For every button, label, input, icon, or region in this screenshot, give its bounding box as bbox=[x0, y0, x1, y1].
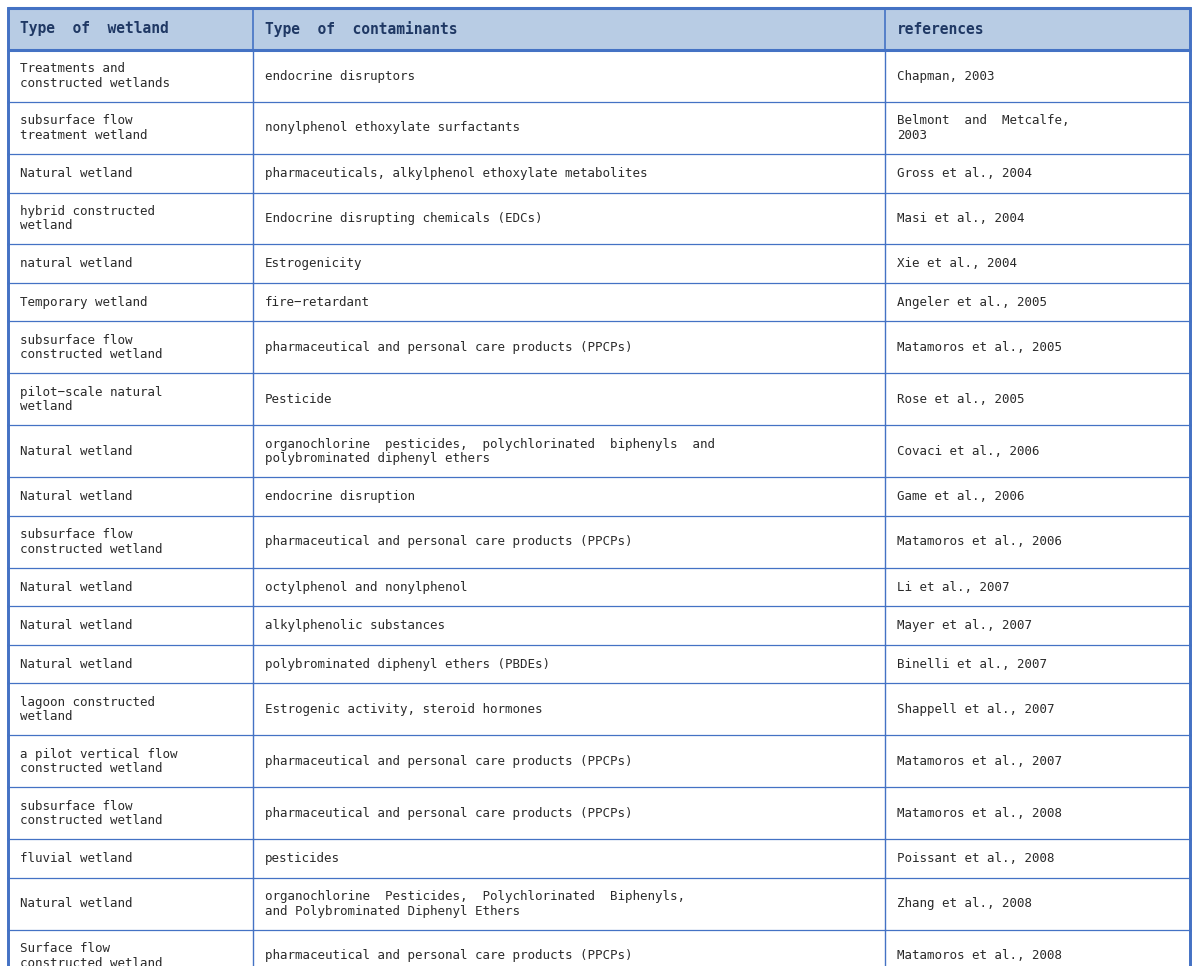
Text: fire−retardant: fire−retardant bbox=[265, 296, 370, 309]
Text: subsurface flow: subsurface flow bbox=[20, 800, 133, 812]
Text: pesticides: pesticides bbox=[265, 852, 340, 866]
Text: pharmaceuticals, alkylphenol ethoxylate metabolites: pharmaceuticals, alkylphenol ethoxylate … bbox=[265, 167, 647, 180]
Text: natural wetland: natural wetland bbox=[20, 257, 133, 270]
Text: wetland: wetland bbox=[20, 400, 73, 413]
Bar bbox=[8, 878, 1190, 930]
Text: Masi et al., 2004: Masi et al., 2004 bbox=[897, 212, 1024, 225]
Text: Treatments and: Treatments and bbox=[20, 62, 125, 75]
Bar bbox=[8, 568, 1190, 607]
Text: pilot−scale natural: pilot−scale natural bbox=[20, 385, 163, 399]
Bar bbox=[8, 192, 1190, 244]
Text: fluvial wetland: fluvial wetland bbox=[20, 852, 133, 866]
Text: Temporary wetland: Temporary wetland bbox=[20, 296, 147, 309]
Text: constructed wetlands: constructed wetlands bbox=[20, 76, 170, 90]
Bar bbox=[8, 374, 1190, 425]
Text: Matamoros et al., 2005: Matamoros et al., 2005 bbox=[897, 341, 1063, 354]
Bar bbox=[8, 787, 1190, 839]
Text: constructed wetland: constructed wetland bbox=[20, 543, 163, 555]
Bar bbox=[8, 50, 1190, 102]
Text: Matamoros et al., 2007: Matamoros et al., 2007 bbox=[897, 755, 1063, 768]
Text: constructed wetland: constructed wetland bbox=[20, 956, 163, 966]
Text: Estrogenic activity, steroid hormones: Estrogenic activity, steroid hormones bbox=[265, 703, 543, 716]
Text: and Polybrominated Diphenyl Ethers: and Polybrominated Diphenyl Ethers bbox=[265, 905, 520, 918]
Text: references: references bbox=[897, 21, 985, 37]
Text: Endocrine disrupting chemicals (EDCs): Endocrine disrupting chemicals (EDCs) bbox=[265, 212, 543, 225]
Text: nonylphenol ethoxylate surfactants: nonylphenol ethoxylate surfactants bbox=[265, 122, 520, 134]
Text: hybrid constructed: hybrid constructed bbox=[20, 205, 155, 217]
Text: octylphenol and nonylphenol: octylphenol and nonylphenol bbox=[265, 581, 467, 594]
Text: wetland: wetland bbox=[20, 710, 73, 724]
Bar bbox=[8, 684, 1190, 735]
Text: Natural wetland: Natural wetland bbox=[20, 619, 133, 633]
Text: subsurface flow: subsurface flow bbox=[20, 528, 133, 541]
Text: Game et al., 2006: Game et al., 2006 bbox=[897, 491, 1024, 503]
Text: Belmont  and  Metcalfe,: Belmont and Metcalfe, bbox=[897, 114, 1070, 128]
Text: pharmaceutical and personal care products (PPCPs): pharmaceutical and personal care product… bbox=[265, 807, 633, 820]
Text: subsurface flow: subsurface flow bbox=[20, 114, 133, 128]
Bar bbox=[8, 244, 1190, 283]
Text: Matamoros et al., 2008: Matamoros et al., 2008 bbox=[897, 950, 1063, 962]
Text: Binelli et al., 2007: Binelli et al., 2007 bbox=[897, 658, 1047, 670]
Bar bbox=[8, 930, 1190, 966]
Text: constructed wetland: constructed wetland bbox=[20, 349, 163, 361]
Bar bbox=[8, 283, 1190, 322]
Text: Estrogenicity: Estrogenicity bbox=[265, 257, 362, 270]
Text: Rose et al., 2005: Rose et al., 2005 bbox=[897, 393, 1024, 406]
Text: pharmaceutical and personal care products (PPCPs): pharmaceutical and personal care product… bbox=[265, 755, 633, 768]
Text: a pilot vertical flow: a pilot vertical flow bbox=[20, 748, 177, 760]
Text: Natural wetland: Natural wetland bbox=[20, 167, 133, 180]
Text: pharmaceutical and personal care products (PPCPs): pharmaceutical and personal care product… bbox=[265, 341, 633, 354]
Text: Natural wetland: Natural wetland bbox=[20, 491, 133, 503]
Text: Matamoros et al., 2008: Matamoros et al., 2008 bbox=[897, 807, 1063, 820]
Text: Natural wetland: Natural wetland bbox=[20, 897, 133, 911]
Bar bbox=[8, 425, 1190, 477]
Text: endocrine disruptors: endocrine disruptors bbox=[265, 70, 415, 82]
Text: polybrominated diphenyl ethers: polybrominated diphenyl ethers bbox=[265, 452, 490, 466]
Text: constructed wetland: constructed wetland bbox=[20, 762, 163, 776]
Text: Zhang et al., 2008: Zhang et al., 2008 bbox=[897, 897, 1031, 911]
Text: Mayer et al., 2007: Mayer et al., 2007 bbox=[897, 619, 1031, 633]
Text: Type  of  contaminants: Type of contaminants bbox=[265, 21, 458, 37]
Bar bbox=[8, 102, 1190, 154]
Text: constructed wetland: constructed wetland bbox=[20, 814, 163, 827]
Text: organochlorine  Pesticides,  Polychlorinated  Biphenyls,: organochlorine Pesticides, Polychlorinat… bbox=[265, 891, 685, 903]
Text: pharmaceutical and personal care products (PPCPs): pharmaceutical and personal care product… bbox=[265, 535, 633, 549]
Text: Type  of  wetland: Type of wetland bbox=[20, 21, 169, 37]
Bar bbox=[8, 8, 1190, 50]
Text: Surface flow: Surface flow bbox=[20, 942, 110, 955]
Bar bbox=[8, 735, 1190, 787]
Text: Natural wetland: Natural wetland bbox=[20, 445, 133, 458]
Text: Matamoros et al., 2006: Matamoros et al., 2006 bbox=[897, 535, 1063, 549]
Text: Covaci et al., 2006: Covaci et al., 2006 bbox=[897, 445, 1040, 458]
Text: Pesticide: Pesticide bbox=[265, 393, 332, 406]
Bar bbox=[8, 516, 1190, 568]
Text: Gross et al., 2004: Gross et al., 2004 bbox=[897, 167, 1031, 180]
Text: polybrominated diphenyl ethers (PBDEs): polybrominated diphenyl ethers (PBDEs) bbox=[265, 658, 550, 670]
Text: Angeler et al., 2005: Angeler et al., 2005 bbox=[897, 296, 1047, 309]
Bar bbox=[8, 839, 1190, 878]
Text: Natural wetland: Natural wetland bbox=[20, 658, 133, 670]
Bar bbox=[8, 645, 1190, 684]
Text: treatment wetland: treatment wetland bbox=[20, 128, 147, 142]
Text: Chapman, 2003: Chapman, 2003 bbox=[897, 70, 994, 82]
Text: Xie et al., 2004: Xie et al., 2004 bbox=[897, 257, 1017, 270]
Bar bbox=[8, 154, 1190, 192]
Text: wetland: wetland bbox=[20, 219, 73, 232]
Text: Li et al., 2007: Li et al., 2007 bbox=[897, 581, 1010, 594]
Bar bbox=[8, 322, 1190, 374]
Text: alkylphenolic substances: alkylphenolic substances bbox=[265, 619, 444, 633]
Text: endocrine disruption: endocrine disruption bbox=[265, 491, 415, 503]
Text: organochlorine  pesticides,  polychlorinated  biphenyls  and: organochlorine pesticides, polychlorinat… bbox=[265, 438, 715, 451]
Text: subsurface flow: subsurface flow bbox=[20, 333, 133, 347]
Text: Shappell et al., 2007: Shappell et al., 2007 bbox=[897, 703, 1054, 716]
Bar bbox=[8, 477, 1190, 516]
Text: Natural wetland: Natural wetland bbox=[20, 581, 133, 594]
Text: lagoon constructed: lagoon constructed bbox=[20, 696, 155, 709]
Text: 2003: 2003 bbox=[897, 128, 927, 142]
Bar bbox=[8, 607, 1190, 645]
Text: pharmaceutical and personal care products (PPCPs): pharmaceutical and personal care product… bbox=[265, 950, 633, 962]
Text: Poissant et al., 2008: Poissant et al., 2008 bbox=[897, 852, 1054, 866]
